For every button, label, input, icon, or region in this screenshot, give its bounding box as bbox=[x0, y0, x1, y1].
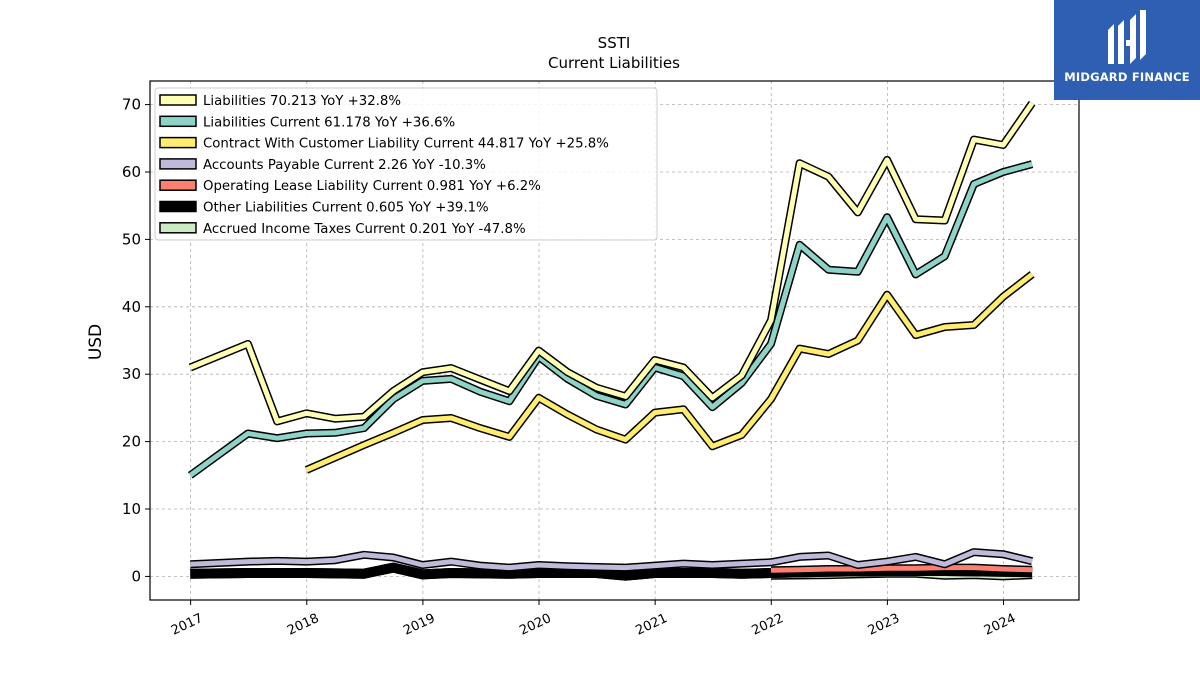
plot-frame bbox=[149, 80, 1080, 601]
series-line bbox=[305, 272, 1034, 473]
y-tick-label: 50 bbox=[122, 230, 141, 248]
chart-subtitle: Current Liabilities bbox=[548, 54, 680, 72]
y-tick-label: 60 bbox=[122, 163, 141, 181]
legend-item: Liabilities Current 61.178 YoY +36.6% bbox=[159, 115, 455, 130]
legend-label: Contract With Customer Liability Current… bbox=[203, 137, 609, 152]
legend-swatch bbox=[159, 158, 197, 170]
x-tick-label: 2023 bbox=[866, 611, 902, 639]
series-operating-lease-liability-current bbox=[770, 563, 1033, 575]
y-tick-label: 40 bbox=[122, 298, 141, 316]
y-tick-label: 0 bbox=[131, 567, 141, 585]
y-tick-label: 10 bbox=[122, 500, 141, 518]
midgard-logo: MIDGARD FINANCE bbox=[1054, 0, 1200, 100]
series-line bbox=[770, 565, 1033, 573]
legend-item: Liabilities 70.213 YoY +32.8% bbox=[159, 94, 401, 109]
x-tick-label: 2017 bbox=[169, 611, 205, 639]
series-line bbox=[188, 161, 1033, 478]
series-line bbox=[190, 549, 1033, 571]
legend-swatch bbox=[159, 179, 197, 191]
legend-label: Accounts Payable Current 2.26 YoY -10.3% bbox=[203, 158, 486, 173]
x-tick-label: 2022 bbox=[750, 611, 786, 639]
legend-item: Accounts Payable Current 2.26 YoY -10.3% bbox=[159, 158, 486, 173]
legend-swatch bbox=[159, 200, 197, 213]
legend-label: Operating Lease Liability Current 0.981 … bbox=[203, 179, 541, 194]
legend-label: Liabilities 70.213 YoY +32.8% bbox=[203, 94, 401, 109]
legend-item: Other Liabilities Current 0.605 YoY +39.… bbox=[159, 200, 489, 216]
series-accounts-payable-current bbox=[190, 548, 1034, 572]
legend: Liabilities 70.213 YoY +32.8% Liabilities… bbox=[154, 87, 658, 241]
x-tick-label: 2020 bbox=[517, 611, 553, 639]
legend-swatch bbox=[159, 115, 197, 128]
series-contract-with-customer-liability-current bbox=[304, 271, 1035, 474]
legend-box bbox=[154, 87, 658, 241]
series-liabilities bbox=[188, 100, 1036, 426]
chart-title: SSTI bbox=[598, 34, 631, 52]
legend-swatch bbox=[159, 94, 197, 106]
x-tick-label: 2018 bbox=[285, 611, 321, 639]
y-tick-label: 70 bbox=[122, 96, 141, 114]
legend-item: Accrued Income Taxes Current 0.201 YoY -… bbox=[159, 222, 526, 237]
series-liabilities-current bbox=[187, 160, 1034, 479]
legend-swatch bbox=[159, 136, 197, 149]
legend-swatch bbox=[159, 222, 197, 234]
y-axis-label: USD bbox=[86, 324, 106, 360]
x-tick-label: 2024 bbox=[982, 611, 1018, 639]
legend-item: Operating Lease Liability Current 0.981 … bbox=[159, 179, 541, 194]
x-tick-label: 2021 bbox=[633, 611, 669, 639]
legend-item: Contract With Customer Liability Current… bbox=[159, 136, 609, 152]
series-line bbox=[189, 101, 1035, 424]
legend-label: Other Liabilities Current 0.605 YoY +39.… bbox=[203, 201, 489, 216]
logo-text: MIDGARD FINANCE bbox=[1064, 70, 1190, 84]
legend-label: Liabilities Current 61.178 YoY +36.6% bbox=[203, 115, 455, 130]
midgard-logo-icon bbox=[1108, 10, 1146, 64]
series-lines bbox=[187, 100, 1036, 581]
legend-label: Accrued Income Taxes Current 0.201 YoY -… bbox=[203, 222, 526, 237]
y-tick-label: 30 bbox=[122, 365, 141, 383]
y-tick-label: 20 bbox=[122, 433, 141, 451]
x-tick-label: 2019 bbox=[401, 611, 437, 639]
